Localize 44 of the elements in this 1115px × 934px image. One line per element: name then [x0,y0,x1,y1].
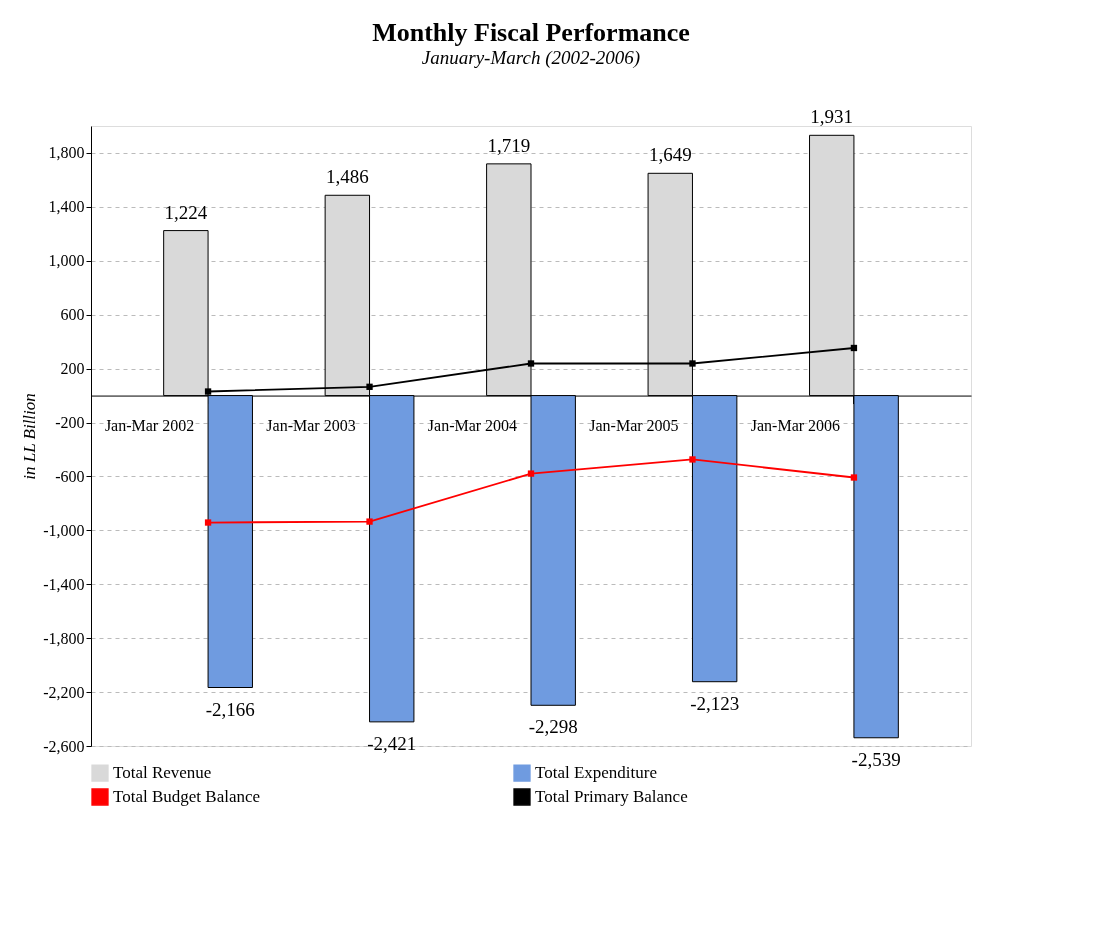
chart-subtitle: January-March (2002-2006) [421,47,641,70]
y-tick-label: -600 [55,467,85,485]
x-tick-label: Jan-Mar 2003 [266,417,356,435]
data-label: -2,421 [367,732,417,754]
point [366,518,373,525]
y-axis-title: in LL Billion [20,393,40,480]
y-tick-label: 1,000 [48,252,85,270]
legend-label: Total Expenditure [535,763,658,783]
point [527,360,535,367]
point [204,519,212,526]
data-label: 1,649 [648,144,692,166]
x-tick-label: Jan-Mar 2002 [104,417,195,435]
point [366,383,373,390]
data-label: 1,486 [325,166,369,188]
y-tick-label: -1,800 [43,629,85,647]
y-tick-label: -1,400 [43,575,85,593]
point [689,360,696,367]
x-tick-label: Jan-Mar 2005 [589,417,679,435]
point [850,474,858,481]
y-tick-label: 1,400 [48,198,85,216]
chart-title: Monthly Fiscal Performance [372,18,690,48]
legend-label: Total Primary Balance [535,787,688,806]
y-tick-label: -1,000 [43,521,85,539]
y-tick-label: -200 [55,414,85,432]
data-label: -2,123 [690,692,740,714]
data-label: 1,224 [164,201,208,223]
x-tick-label: Jan-Mar 2006 [750,417,841,435]
y-tick-label: 200 [60,360,85,378]
legend-label: Total Budget Balance [113,787,261,806]
x-tick-label: Jan-Mar 2004 [427,417,518,435]
data-label: 1,719 [487,134,531,156]
data-label: 1,931 [810,106,854,128]
y-tick-label: 1,800 [48,144,85,162]
point [689,456,696,463]
y-tick-label: -2,600 [43,737,85,755]
data-label: -2,298 [528,716,578,738]
point [527,470,535,477]
point [850,344,858,352]
y-tick-label: 600 [60,306,85,324]
data-label: -2,166 [205,698,255,720]
y-tick-label: -2,200 [43,683,85,701]
point [204,388,212,395]
legend-label: Total Revenue [113,763,212,783]
data-label: -2,539 [851,748,901,770]
